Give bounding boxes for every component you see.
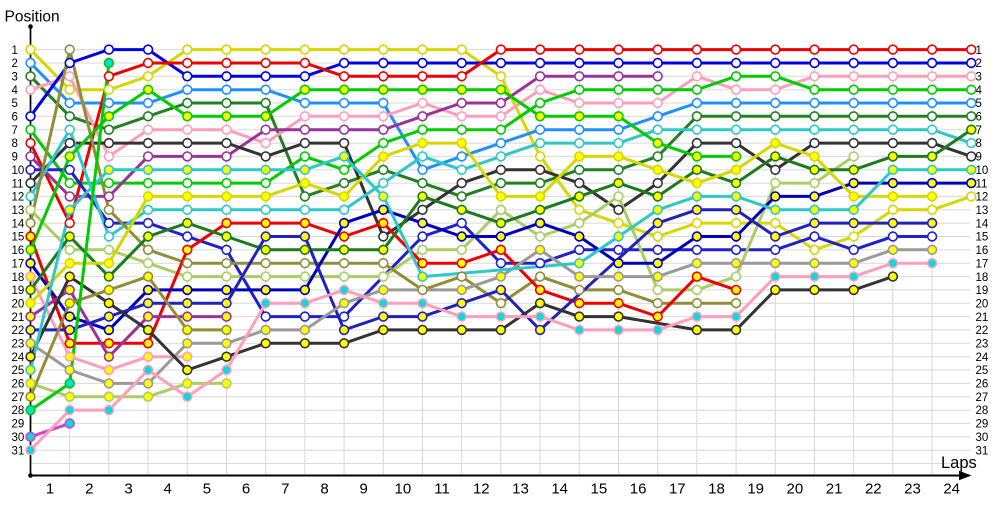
svg-text:14: 14	[12, 218, 25, 230]
svg-text:15: 15	[12, 232, 25, 244]
svg-text:20: 20	[787, 481, 804, 498]
svg-text:2: 2	[976, 58, 982, 70]
svg-text:14: 14	[976, 218, 989, 230]
svg-text:4: 4	[12, 85, 19, 97]
svg-text:7: 7	[976, 125, 982, 137]
svg-text:22: 22	[865, 481, 882, 498]
svg-text:15: 15	[591, 481, 608, 498]
svg-text:7: 7	[12, 125, 18, 137]
svg-text:4: 4	[976, 85, 983, 97]
svg-text:16: 16	[976, 245, 989, 257]
svg-text:7: 7	[281, 481, 289, 498]
svg-text:5: 5	[12, 98, 18, 110]
svg-text:23: 23	[12, 339, 25, 351]
svg-text:19: 19	[12, 285, 25, 297]
svg-text:26: 26	[976, 379, 989, 391]
svg-text:28: 28	[976, 405, 989, 417]
svg-text:30: 30	[12, 432, 25, 444]
svg-text:20: 20	[12, 298, 25, 310]
svg-text:12: 12	[976, 192, 989, 204]
svg-text:15: 15	[976, 232, 989, 244]
svg-text:10: 10	[395, 481, 412, 498]
svg-text:8: 8	[976, 138, 982, 150]
svg-text:19: 19	[976, 285, 989, 297]
svg-text:11: 11	[12, 178, 24, 190]
svg-text:8: 8	[12, 138, 18, 150]
svg-text:16: 16	[630, 481, 647, 498]
svg-text:5: 5	[203, 481, 211, 498]
svg-text:11: 11	[976, 178, 988, 190]
svg-text:9: 9	[976, 152, 982, 164]
svg-text:1: 1	[46, 481, 54, 498]
svg-text:25: 25	[12, 365, 25, 377]
svg-text:2: 2	[85, 481, 93, 498]
svg-text:10: 10	[976, 165, 989, 177]
svg-text:18: 18	[12, 272, 25, 284]
svg-text:21: 21	[826, 481, 843, 498]
svg-text:12: 12	[473, 481, 490, 498]
svg-text:14: 14	[551, 481, 568, 498]
svg-text:27: 27	[12, 392, 25, 404]
svg-text:3: 3	[976, 72, 982, 84]
svg-text:22: 22	[976, 325, 989, 337]
svg-text:27: 27	[976, 392, 989, 404]
svg-text:31: 31	[976, 445, 989, 457]
svg-text:3: 3	[124, 481, 132, 498]
svg-text:10: 10	[12, 165, 25, 177]
svg-text:17: 17	[669, 481, 686, 498]
svg-text:Position: Position	[5, 9, 60, 26]
svg-text:29: 29	[12, 419, 25, 431]
svg-text:16: 16	[12, 245, 25, 257]
svg-text:21: 21	[12, 312, 25, 324]
svg-text:20: 20	[976, 298, 989, 310]
svg-text:3: 3	[12, 72, 18, 84]
svg-text:13: 13	[12, 205, 25, 217]
svg-text:Laps: Laps	[941, 454, 977, 472]
svg-text:17: 17	[12, 258, 25, 270]
svg-text:30: 30	[976, 432, 989, 444]
svg-text:1: 1	[12, 45, 18, 57]
svg-text:24: 24	[976, 352, 989, 364]
svg-text:2: 2	[12, 58, 18, 70]
svg-text:9: 9	[12, 152, 18, 164]
svg-text:13: 13	[512, 481, 529, 498]
svg-text:18: 18	[708, 481, 725, 498]
svg-text:31: 31	[12, 445, 25, 457]
svg-text:24: 24	[943, 481, 960, 498]
svg-text:4: 4	[164, 481, 172, 498]
svg-text:6: 6	[976, 112, 982, 124]
svg-text:22: 22	[12, 325, 25, 337]
svg-text:19: 19	[747, 481, 764, 498]
svg-text:9: 9	[360, 481, 368, 498]
svg-text:11: 11	[434, 481, 450, 498]
svg-text:23: 23	[976, 339, 989, 351]
svg-text:24: 24	[12, 352, 25, 364]
svg-text:17: 17	[976, 258, 989, 270]
svg-text:12: 12	[12, 192, 25, 204]
svg-text:6: 6	[242, 481, 250, 498]
svg-text:18: 18	[976, 272, 989, 284]
svg-text:5: 5	[976, 98, 982, 110]
svg-text:23: 23	[904, 481, 921, 498]
svg-text:1: 1	[976, 45, 982, 57]
svg-text:28: 28	[12, 405, 25, 417]
svg-text:21: 21	[976, 312, 989, 324]
svg-text:6: 6	[12, 112, 18, 124]
svg-text:13: 13	[976, 205, 989, 217]
svg-text:25: 25	[976, 365, 989, 377]
svg-text:29: 29	[976, 419, 989, 431]
svg-text:8: 8	[320, 481, 328, 498]
svg-text:26: 26	[12, 379, 25, 391]
